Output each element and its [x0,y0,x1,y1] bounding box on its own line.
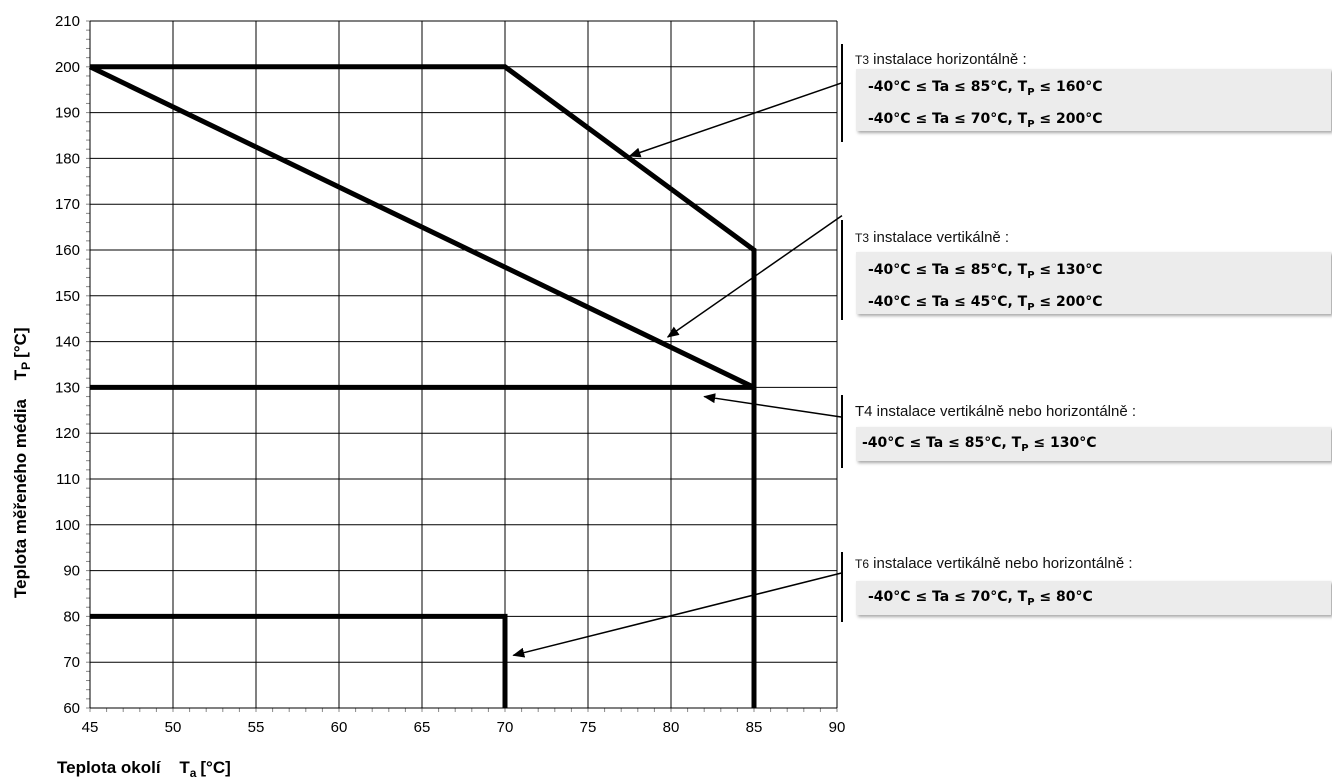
x-axis-label: Teplota okolí [57,758,162,777]
y-tick-label: 180 [55,150,80,167]
annotation-arrow [703,393,843,418]
annotation-line: -40°C ≤ Ta ≤ 70°C, TP ≤ 200°C [856,106,1331,138]
annotation-prefix: T6 [855,557,870,571]
y-tick-label: 160 [55,242,80,259]
annotation-line: -40°C ≤ Ta ≤ 85°C, TP ≤ 130°C [856,430,1331,462]
x-tick-label: 65 [414,719,431,736]
annotation-arrow [666,215,843,338]
annotation-prefix: T3 [855,231,870,245]
y-tick-label: 200 [55,59,80,76]
y-tick-label: 170 [55,196,80,213]
series-line [90,613,508,708]
x-axis-unit: T [179,758,190,777]
y-axis-unit: T [11,369,30,380]
annotation-title-text: instalace vertikálně : [869,229,1010,246]
x-axis-title: Teplota okolí Ta [°C] [57,758,231,778]
x-axis-unit-tail: [°C] [200,758,230,777]
x-axis-unit-sub: a [190,766,197,778]
annotation-line: -40°C ≤ Ta ≤ 85°C, TP ≤ 130°C [856,257,1331,289]
y-tick-label: 80 [63,608,80,625]
x-tick-label: 45 [82,719,99,736]
y-axis-unit-tail: [°C] [11,327,30,357]
line-sub: P [1027,269,1035,281]
line-part: -40°C ≤ Ta ≤ 85°C, T [862,435,1022,451]
annotation-t4: T4 instalace vertikálně nebo horizontáln… [841,395,1331,470]
x-tick-label: 80 [663,719,680,736]
line-sub: P [1021,442,1029,454]
y-tick-label: 190 [55,105,80,122]
x-tick-label: 50 [165,719,182,736]
x-tick-label: 55 [248,719,265,736]
line-part: -40°C ≤ Ta ≤ 85°C, T [868,79,1028,95]
annotation-box: -40°C ≤ Ta ≤ 85°C, TP ≤ 160°C -40°C ≤ Ta… [856,69,1331,131]
line-sub: P [1027,118,1035,130]
y-tick-label: 70 [63,654,80,671]
y-tick-label: 130 [55,379,80,396]
annotation-bracket [841,552,843,622]
y-tick-label: 60 [63,700,80,717]
line-part: -40°C ≤ Ta ≤ 70°C, T [868,589,1028,605]
line-part: -40°C ≤ Ta ≤ 85°C, T [868,262,1028,278]
annotation-bracket [841,220,843,320]
line-part: -40°C ≤ Ta ≤ 45°C, T [868,293,1028,310]
annotation-prefix: T3 [855,53,870,67]
line-part: ≤ 80°C [1034,589,1093,605]
line-part: ≤ 200°C [1034,110,1103,127]
line-part: ≤ 130°C [1028,435,1097,451]
x-tick-label: 90 [829,719,846,736]
chart-grid [86,20,838,712]
y-tick-label: 100 [55,517,80,534]
annotation-t6: T6 instalace vertikálně nebo horizontáln… [841,552,1331,627]
chart-series [88,64,757,708]
annotation-box: -40°C ≤ Ta ≤ 70°C, TP ≤ 80°C [856,581,1331,615]
annotation-box: -40°C ≤ Ta ≤ 85°C, TP ≤ 130°C -40°C ≤ Ta… [856,252,1331,314]
series-line [90,64,757,708]
annotation-title: T4 instalace vertikálně nebo horizontáln… [855,403,1136,420]
annotation-title: T3 instalace vertikálně : [855,229,1009,246]
annotation-line: -40°C ≤ Ta ≤ 70°C, TP ≤ 80°C [856,584,1331,616]
annotation-prefix: T4 [855,403,873,420]
line-part: ≤ 200°C [1034,293,1103,310]
annotation-bracket [841,44,843,142]
chart-tick-labels: 60 70 80 90 100 110 120 130 140 150 160 170 180 190 20… [55,13,845,736]
annotation-title-text: instalace horizontálně : [869,51,1027,68]
line-part: -40°C ≤ Ta ≤ 70°C, T [868,110,1028,127]
y-axis-unit-sub: P [19,362,33,370]
annotation-line: -40°C ≤ Ta ≤ 85°C, TP ≤ 160°C [856,74,1331,106]
annotation-title: T3 instalace horizontálně : [855,51,1027,68]
annotation-title-text: instalace vertikálně nebo horizontálně : [869,555,1133,572]
annotation-arrow [512,572,843,658]
y-tick-label: 150 [55,288,80,305]
line-sub: P [1027,301,1035,313]
line-part: ≤ 130°C [1034,262,1103,278]
annotation-t3-horizontal: T3 instalace horizontálně : -40°C ≤ Ta ≤… [841,44,1331,144]
series-line [88,64,756,390]
line-part: ≤ 160°C [1034,79,1103,95]
annotation-line: -40°C ≤ Ta ≤ 45°C, TP ≤ 200°C [856,289,1331,321]
y-tick-label: 120 [55,425,80,442]
annotation-arrow [628,82,843,158]
y-axis-title: Teplota měřeného média TP [°C] [11,327,33,598]
y-tick-label: 90 [63,563,80,580]
y-axis-label: Teplota měřeného média [11,398,30,598]
x-tick-label: 85 [746,719,763,736]
y-tick-label: 110 [56,471,80,488]
annotation-title-text: instalace vertikálně nebo horizontálně : [872,403,1137,420]
annotation-bracket [841,395,843,468]
y-tick-label: 140 [55,334,80,351]
x-tick-label: 75 [580,719,597,736]
x-tick-label: 70 [497,719,514,736]
line-sub: P [1027,86,1035,98]
line-sub: P [1027,596,1035,608]
annotation-t3-vertical: T3 instalace vertikálně : -40°C ≤ Ta ≤ 8… [841,220,1331,322]
chart-arrows [512,82,843,658]
annotation-title: T6 instalace vertikálně nebo horizontáln… [855,555,1133,572]
y-tick-label: 210 [55,13,80,30]
x-tick-label: 60 [331,719,348,736]
annotation-box: -40°C ≤ Ta ≤ 85°C, TP ≤ 130°C [856,427,1331,461]
